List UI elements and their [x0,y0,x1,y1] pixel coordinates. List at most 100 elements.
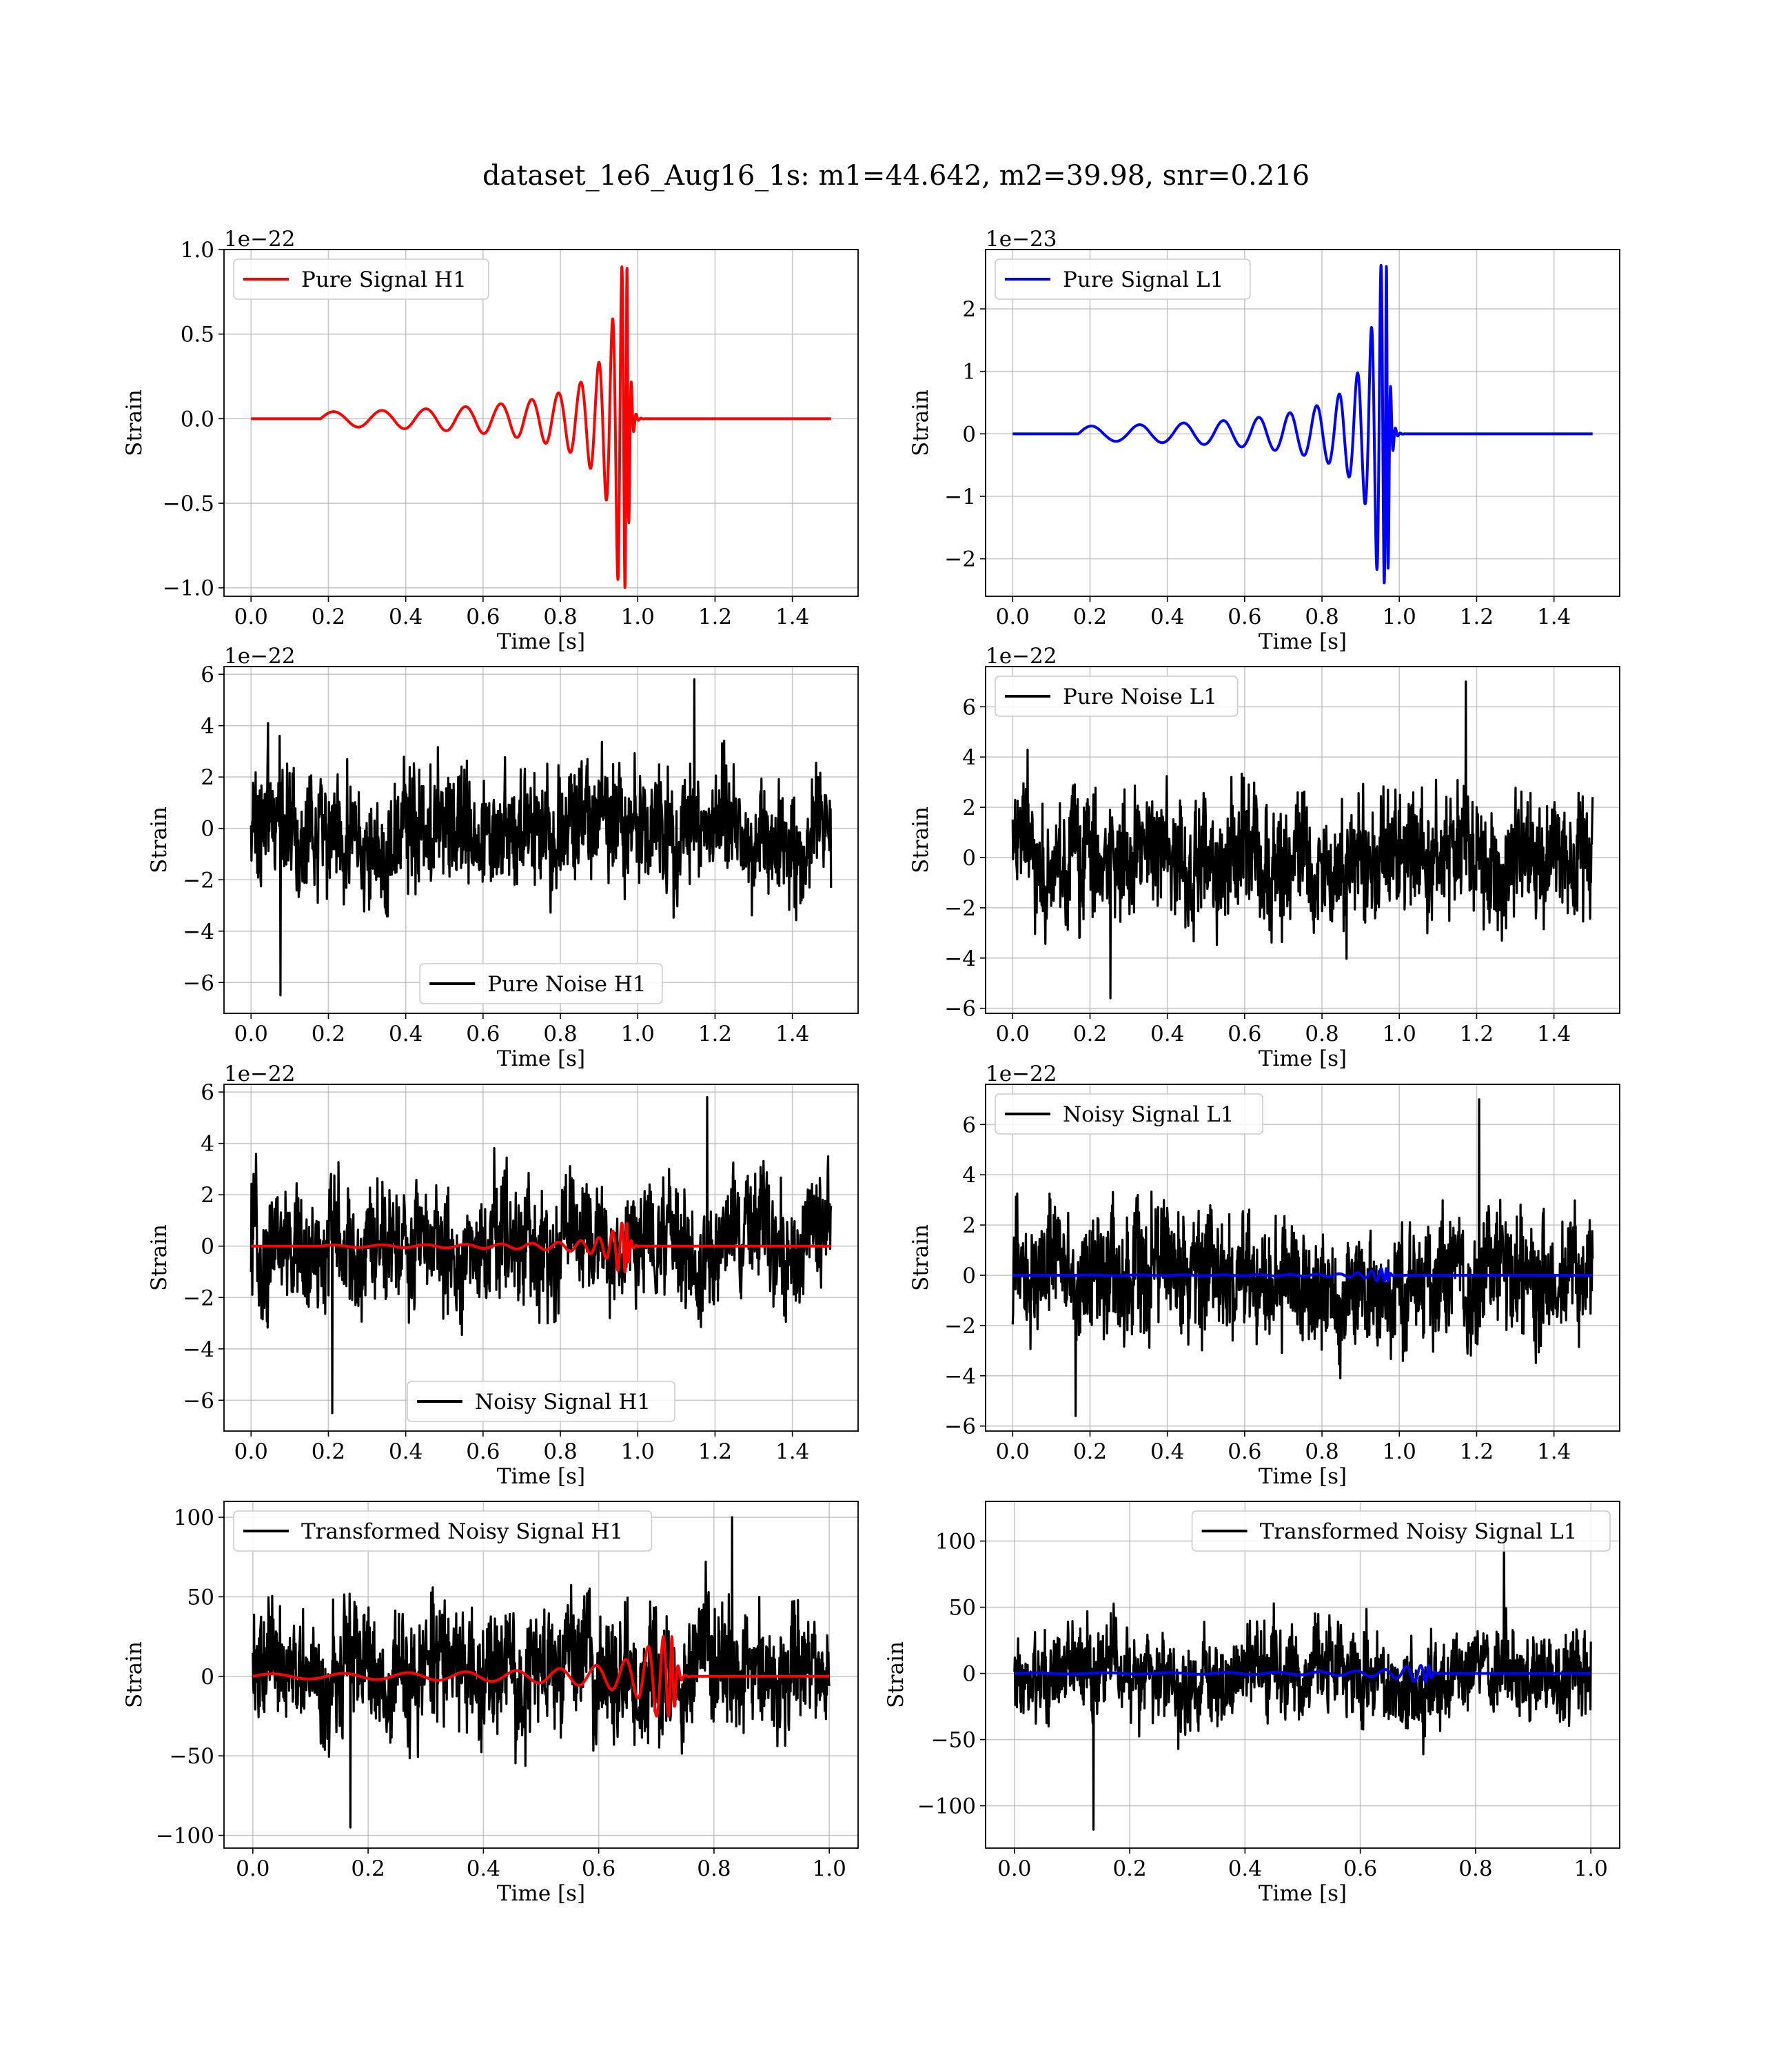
x-tick-label: 0.8 [1305,1439,1338,1464]
x-tick-label: 1.4 [775,1439,809,1464]
y-tick-label: 2 [962,1213,976,1238]
x-tick-label: 1.2 [1460,1439,1494,1464]
y-tick-label: −0.5 [163,491,214,516]
y-tick-label: −6 [944,1415,976,1439]
x-tick-label: 0.6 [1228,1022,1261,1046]
axes-frame [223,249,859,597]
x-tick-label: 0.2 [1073,1022,1107,1046]
legend: Transformed Noisy Signal H1 [233,1510,653,1552]
figure-title: dataset_1e6_Aug16_1s: m1=44.642, m2=39.9… [482,160,1310,192]
y-tick-label: 100 [935,1530,976,1554]
x-tick-label: 0.4 [389,605,422,629]
y-tick-label: −4 [183,920,214,944]
y-tick-label: 0 [201,1665,214,1690]
y-tick-label: 0 [962,1662,976,1687]
x-tick-label: 1.2 [698,1439,732,1464]
axis-offset-text: 1e−22 [224,1062,296,1086]
x-tick-label: 0.8 [543,605,577,629]
x-tick-label: 0.4 [389,1022,422,1046]
x-tick-label: 0.6 [466,1439,500,1464]
series-line-noise [250,1096,833,1415]
y-tick-label: −2 [944,896,976,921]
legend-box [419,963,663,1004]
series-line-signal [251,1221,833,1273]
x-tick-label: 1.2 [698,1022,732,1046]
x-axis-label: Time [s] [497,1464,585,1489]
y-tick-label: 4 [201,714,214,739]
legend: Pure Noise L1 [995,676,1239,717]
y-tick-label: −6 [944,997,976,1022]
y-tick-label: −2 [183,868,214,893]
y-axis-label: Strain [122,389,147,456]
axis-offset-text: 1e−22 [224,227,296,252]
y-tick-label: 0 [201,817,214,842]
series-line-signal [1013,1664,1592,1683]
x-tick-label: 0.6 [1343,1856,1377,1881]
y-tick-label: −4 [944,946,976,971]
x-tick-label: 1.0 [621,605,655,629]
x-tick-label: 0.4 [467,1856,500,1881]
x-tick-label: 1.0 [1383,1022,1416,1046]
x-axis-label: Time [s] [497,1881,585,1906]
y-axis-label: Strain [908,807,933,873]
x-tick-label: 0.0 [996,1439,1030,1464]
x-tick-label: 0.2 [1073,605,1107,629]
axes-frame [985,1501,1620,1849]
x-tick-label: 0.2 [1112,1856,1146,1881]
y-axis-label: Strain [908,1224,933,1291]
x-tick-label: 0.8 [1305,605,1338,629]
x-tick-label: 1.4 [1537,1439,1571,1464]
y-axis-label: Strain [147,807,172,873]
x-tick-label: 1.4 [775,605,809,629]
legend-label: Pure Signal L1 [1063,267,1223,292]
x-tick-label: 0.4 [1150,1439,1184,1464]
series-line-signal [252,1635,831,1718]
x-axis-label: Time [s] [1259,1881,1347,1906]
y-tick-label: 0 [962,422,976,447]
x-tick-label: 0.6 [1228,1439,1261,1464]
y-tick-label: 4 [962,745,976,770]
legend-box [995,676,1239,717]
y-tick-label: 6 [201,1080,214,1105]
chart-noisy-signal-h1: 0.0 0.2 0.4 0.6 0.8 1.0 1.2 1.4 −6 −4 −2 0 2 4 6 Time [… [147,1062,859,1489]
x-tick-label: 0.8 [697,1856,731,1881]
chart-transformed-noisy-signal-l1: 0.0 0.2 0.4 0.6 0.8 1.0 −100 −50 0 50 100 Time [s] S… [884,1501,1620,1906]
axes-frame [985,249,1620,597]
y-tick-label: 4 [962,1163,976,1188]
axis-offset-text: 1e−23 [986,227,1057,252]
x-tick-label: 1.2 [698,605,732,629]
axes-frame [985,666,1620,1014]
axes-frame [223,1084,859,1432]
y-tick-label: −50 [170,1744,214,1769]
y-tick-label: 0 [962,846,976,871]
x-tick-label: 1.0 [1383,605,1416,629]
y-tick-label: −1 [944,485,976,509]
legend: Pure Noise H1 [419,963,663,1004]
legend-label: Noisy Signal H1 [475,1390,651,1415]
y-axis-label: Strain [884,1641,908,1708]
legend: Noisy Signal L1 [995,1093,1263,1135]
y-tick-label: −6 [183,971,214,995]
axes-frame [223,1501,859,1849]
legend: Pure Signal L1 [995,258,1251,300]
y-tick-label: 6 [962,695,976,720]
x-tick-label: 0.6 [466,605,500,629]
y-tick-label: −4 [944,1364,976,1389]
x-axis-label: Time [s] [497,629,585,654]
series-line-noise [252,1516,831,1829]
series-line-noise [1013,1537,1592,1831]
x-tick-label: 0.0 [996,605,1030,629]
y-tick-label: 1 [962,360,976,385]
chart-pure-signal-h1: 0.0 0.2 0.4 0.6 0.8 1.0 1.2 1.4 −1.0 −0.5 0.0 0.5 1.… [122,227,859,654]
y-tick-label: −1.0 [163,576,214,601]
x-tick-label: 0.2 [351,1856,385,1881]
x-tick-label: 1.4 [1537,605,1571,629]
y-axis-label: Strain [147,1224,172,1291]
chart-pure-noise-l1: 0.0 0.2 0.4 0.6 0.8 1.0 1.2 1.4 −6 −4 −2 0 2 4 6 Time [… [908,644,1620,1071]
x-tick-label: 1.0 [1574,1856,1608,1881]
x-axis-label: Time [s] [497,1046,585,1071]
y-tick-label: 6 [201,662,214,687]
legend: Noisy Signal H1 [407,1381,675,1422]
chart-pure-signal-l1: 0.0 0.2 0.4 0.6 0.8 1.0 1.2 1.4 −2 −1 0 1 2 Time [s] S… [908,227,1620,654]
y-axis-label: Strain [908,389,933,456]
